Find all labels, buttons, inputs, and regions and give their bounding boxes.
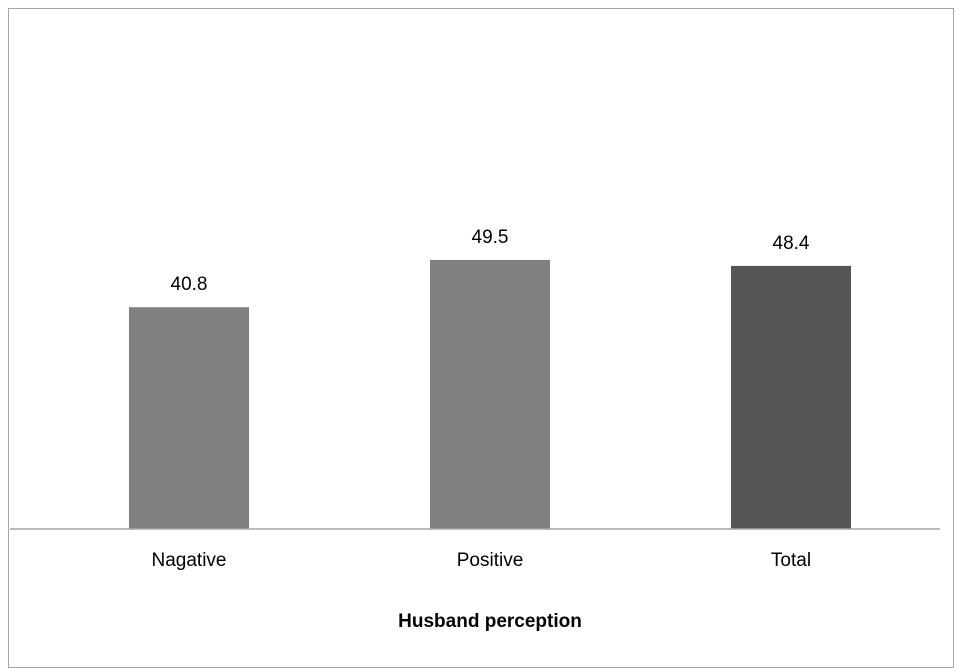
data-labels-layer: 40.8 49.5 48.4 xyxy=(171,227,810,295)
bar-nagative xyxy=(129,307,249,529)
data-label-total: 48.4 xyxy=(773,233,810,254)
bars-layer xyxy=(129,259,851,529)
x-tick-label-positive: Positive xyxy=(457,550,524,571)
x-axis-title: Husband perception xyxy=(398,611,582,632)
data-label-nagative: 40.8 xyxy=(171,274,208,295)
bar-positive xyxy=(430,259,550,529)
x-tick-labels-layer: Nagative Positive Total xyxy=(152,550,812,571)
data-label-positive: 49.5 xyxy=(472,227,509,248)
x-tick-label-total: Total xyxy=(771,550,811,571)
x-tick-label-nagative: Nagative xyxy=(152,550,227,571)
bar-total xyxy=(731,265,851,529)
